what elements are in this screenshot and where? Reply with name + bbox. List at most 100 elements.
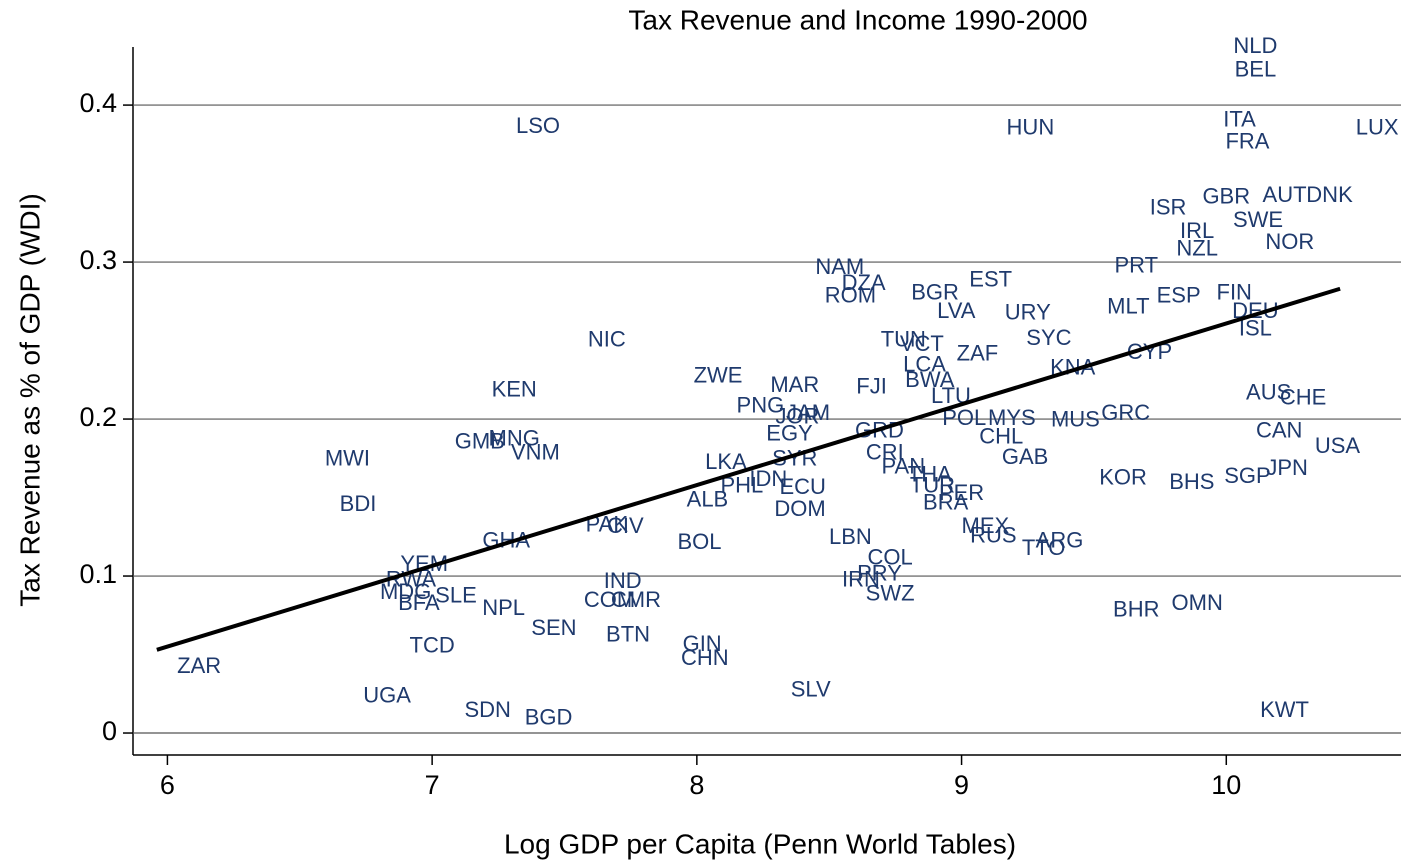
country-label: MDG [380, 579, 431, 604]
country-label: PNG [737, 392, 785, 417]
country-label: MNG [489, 425, 540, 450]
y-tick-label: 0.4 [79, 88, 117, 118]
country-label: VCT [900, 331, 944, 356]
country-label: SLE [435, 582, 477, 607]
y-axis-label: Tax Revenue as % of GDP (WDI) [14, 193, 45, 606]
country-label: GRC [1101, 400, 1150, 425]
country-label: LBN [829, 524, 872, 549]
country-label: ISR [1150, 195, 1187, 220]
country-label: BHS [1169, 469, 1214, 494]
country-label: JAM [786, 400, 830, 425]
country-label: GIN [683, 631, 722, 656]
country-label: SWE [1233, 207, 1283, 232]
country-label: NIC [588, 326, 626, 351]
x-tick-label: 9 [954, 770, 969, 800]
country-label: PRY [857, 560, 902, 585]
country-label: OMN [1172, 590, 1223, 615]
country-label: BGR [911, 279, 959, 304]
country-label: NAM [815, 254, 864, 279]
country-label: HUN [1007, 114, 1055, 139]
y-tick-label: 0.2 [79, 402, 117, 432]
country-label: ROM [825, 282, 876, 307]
country-label: TUR [910, 472, 955, 497]
country-label: TTO [1022, 535, 1066, 560]
country-label: USA [1315, 433, 1361, 458]
country-label: PRT [1114, 253, 1158, 278]
country-label: NPL [482, 595, 525, 620]
country-label: FJI [856, 373, 887, 398]
country-label: KOR [1099, 465, 1147, 490]
country-label: COM [584, 587, 635, 612]
country-label: BEL [1235, 56, 1277, 81]
country-label: LCA [903, 351, 946, 376]
country-label: EST [969, 267, 1012, 292]
country-label: IRL [1180, 218, 1214, 243]
country-label: CMR [611, 587, 661, 612]
country-label: GBR [1202, 184, 1250, 209]
country-label: BOL [677, 529, 721, 554]
country-label: NZL [1176, 235, 1218, 260]
country-label: BWA [905, 367, 955, 392]
country-label: PER [939, 480, 984, 505]
country-label: GAB [1002, 444, 1048, 469]
country-label: IND [604, 568, 642, 593]
country-label: CHN [681, 645, 729, 670]
country-label: ZAR [177, 653, 221, 678]
country-label: IDN [749, 466, 787, 491]
country-label: THA [908, 461, 952, 486]
country-label: UGA [363, 683, 411, 708]
country-label: FRA [1225, 129, 1269, 154]
country-label: VNM [511, 439, 560, 464]
country-label: ARG [1036, 527, 1084, 552]
country-label: CIV [607, 513, 644, 538]
country-label: GMB [455, 428, 505, 453]
x-axis-label: Log GDP per Capita (Penn World Tables) [504, 828, 1016, 859]
country-label: COL [867, 545, 912, 570]
country-label: ESP [1157, 282, 1201, 307]
country-label: MWI [325, 446, 370, 471]
country-label: LUX [1356, 114, 1399, 139]
country-label: BFA [398, 590, 440, 615]
country-label: TCD [410, 632, 455, 657]
country-label: MUS [1051, 406, 1100, 431]
country-label: BRA [923, 490, 969, 515]
country-label: SEN [531, 615, 576, 640]
country-label: MLT [1107, 293, 1149, 318]
y-tick-label: 0 [102, 716, 117, 746]
fit-line [156, 286, 1341, 652]
country-label: ALB [687, 486, 729, 511]
country-label: LKA [705, 449, 747, 474]
country-label: SLV [791, 676, 831, 701]
country-label: NLD [1233, 33, 1277, 58]
country-label: RUS [970, 523, 1016, 548]
country-label: CHE [1280, 384, 1326, 409]
country-label: DNK [1306, 182, 1353, 207]
country-label: EGY [766, 421, 813, 446]
y-tick-label: 0.3 [79, 245, 117, 275]
chart-title: Tax Revenue and Income 1990-2000 [628, 4, 1087, 35]
country-label: LVA [937, 298, 976, 323]
country-label: DZA [842, 270, 886, 295]
country-label: MEX [962, 513, 1010, 538]
x-tick-label: 7 [425, 770, 440, 800]
x-tick-label: 10 [1211, 770, 1241, 800]
country-label: BHR [1113, 596, 1159, 621]
country-label: SGP [1224, 463, 1270, 488]
country-label: BTN [606, 622, 650, 647]
country-label: PAN [882, 454, 926, 479]
country-label: KWT [1260, 697, 1309, 722]
country-label: MYS [988, 405, 1036, 430]
x-tick-label: 6 [160, 770, 175, 800]
country-label: MAR [770, 372, 819, 397]
country-label: AUT [1263, 182, 1307, 207]
country-label: LSO [516, 113, 560, 138]
country-label: URY [1005, 300, 1051, 325]
country-label: JPN [1266, 455, 1308, 480]
country-label: SDN [464, 697, 510, 722]
country-label: NOR [1265, 229, 1314, 254]
country-label: TUN [881, 326, 926, 351]
country-label: AUS [1246, 380, 1291, 405]
country-label: ZAF [957, 341, 999, 366]
